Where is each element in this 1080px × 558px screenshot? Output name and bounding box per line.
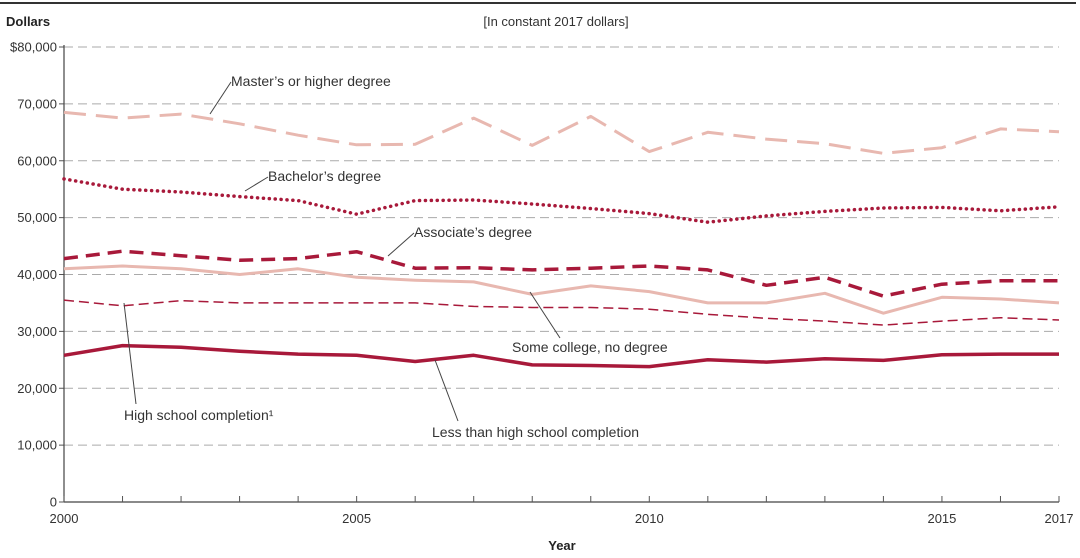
annotation-leaders [123, 81, 561, 422]
series-line-1 [62, 177, 1061, 224]
annotation-label: Bachelor’s degree [268, 168, 381, 184]
annotation-leader [244, 176, 269, 192]
y-axis-title: Dollars [6, 14, 50, 29]
series-lines [62, 110, 1061, 369]
series-line-2 [63, 249, 1059, 298]
y-tick-label: 30,000 [17, 324, 57, 339]
annotation-leader [123, 302, 137, 405]
y-tick-label: 10,000 [17, 438, 57, 453]
x-tick-label: 2015 [927, 511, 956, 526]
series-line-3 [63, 264, 1060, 315]
annotation-leader [387, 232, 415, 257]
annotation-leader [209, 81, 232, 115]
gridlines [64, 46, 1059, 446]
annotation-label: Some college, no degree [512, 339, 668, 355]
y-tick-label: 70,000 [17, 96, 57, 111]
x-tick-label: 2000 [50, 511, 79, 526]
annotations: Master’s or higher degree Bachelor’s degr… [124, 73, 668, 440]
annotation-leader [434, 359, 459, 422]
annotation-label: Associate’s degree [414, 224, 532, 240]
x-tick-label: 2005 [342, 511, 371, 526]
annotation-label: Less than high school completion [432, 424, 639, 440]
y-tick-label: 40,000 [17, 267, 57, 282]
y-tick-label: 60,000 [17, 153, 57, 168]
x-tick-label: 2010 [635, 511, 664, 526]
y-tick-label: 50,000 [17, 210, 57, 225]
y-tick-label: $80,000 [10, 40, 57, 55]
annotation-leader [529, 291, 561, 339]
annotation-label: High school completion¹ [124, 407, 274, 423]
annotation-label: Master’s or higher degree [231, 73, 391, 89]
x-axis-title: Year [548, 538, 575, 553]
y-tick-label: 20,000 [17, 381, 57, 396]
series-line-5 [63, 343, 1059, 369]
series-line-4 [63, 299, 1060, 326]
series-line-0 [63, 110, 1060, 155]
x-tick-label: 2017 [1045, 511, 1074, 526]
axes: 0 10,000 20,000 30,000 40,000 50,000 60,000 70,… [10, 40, 1073, 527]
y-tick-label: 0 [50, 495, 57, 510]
chart-subtitle: [In constant 2017 dollars] [483, 14, 628, 29]
